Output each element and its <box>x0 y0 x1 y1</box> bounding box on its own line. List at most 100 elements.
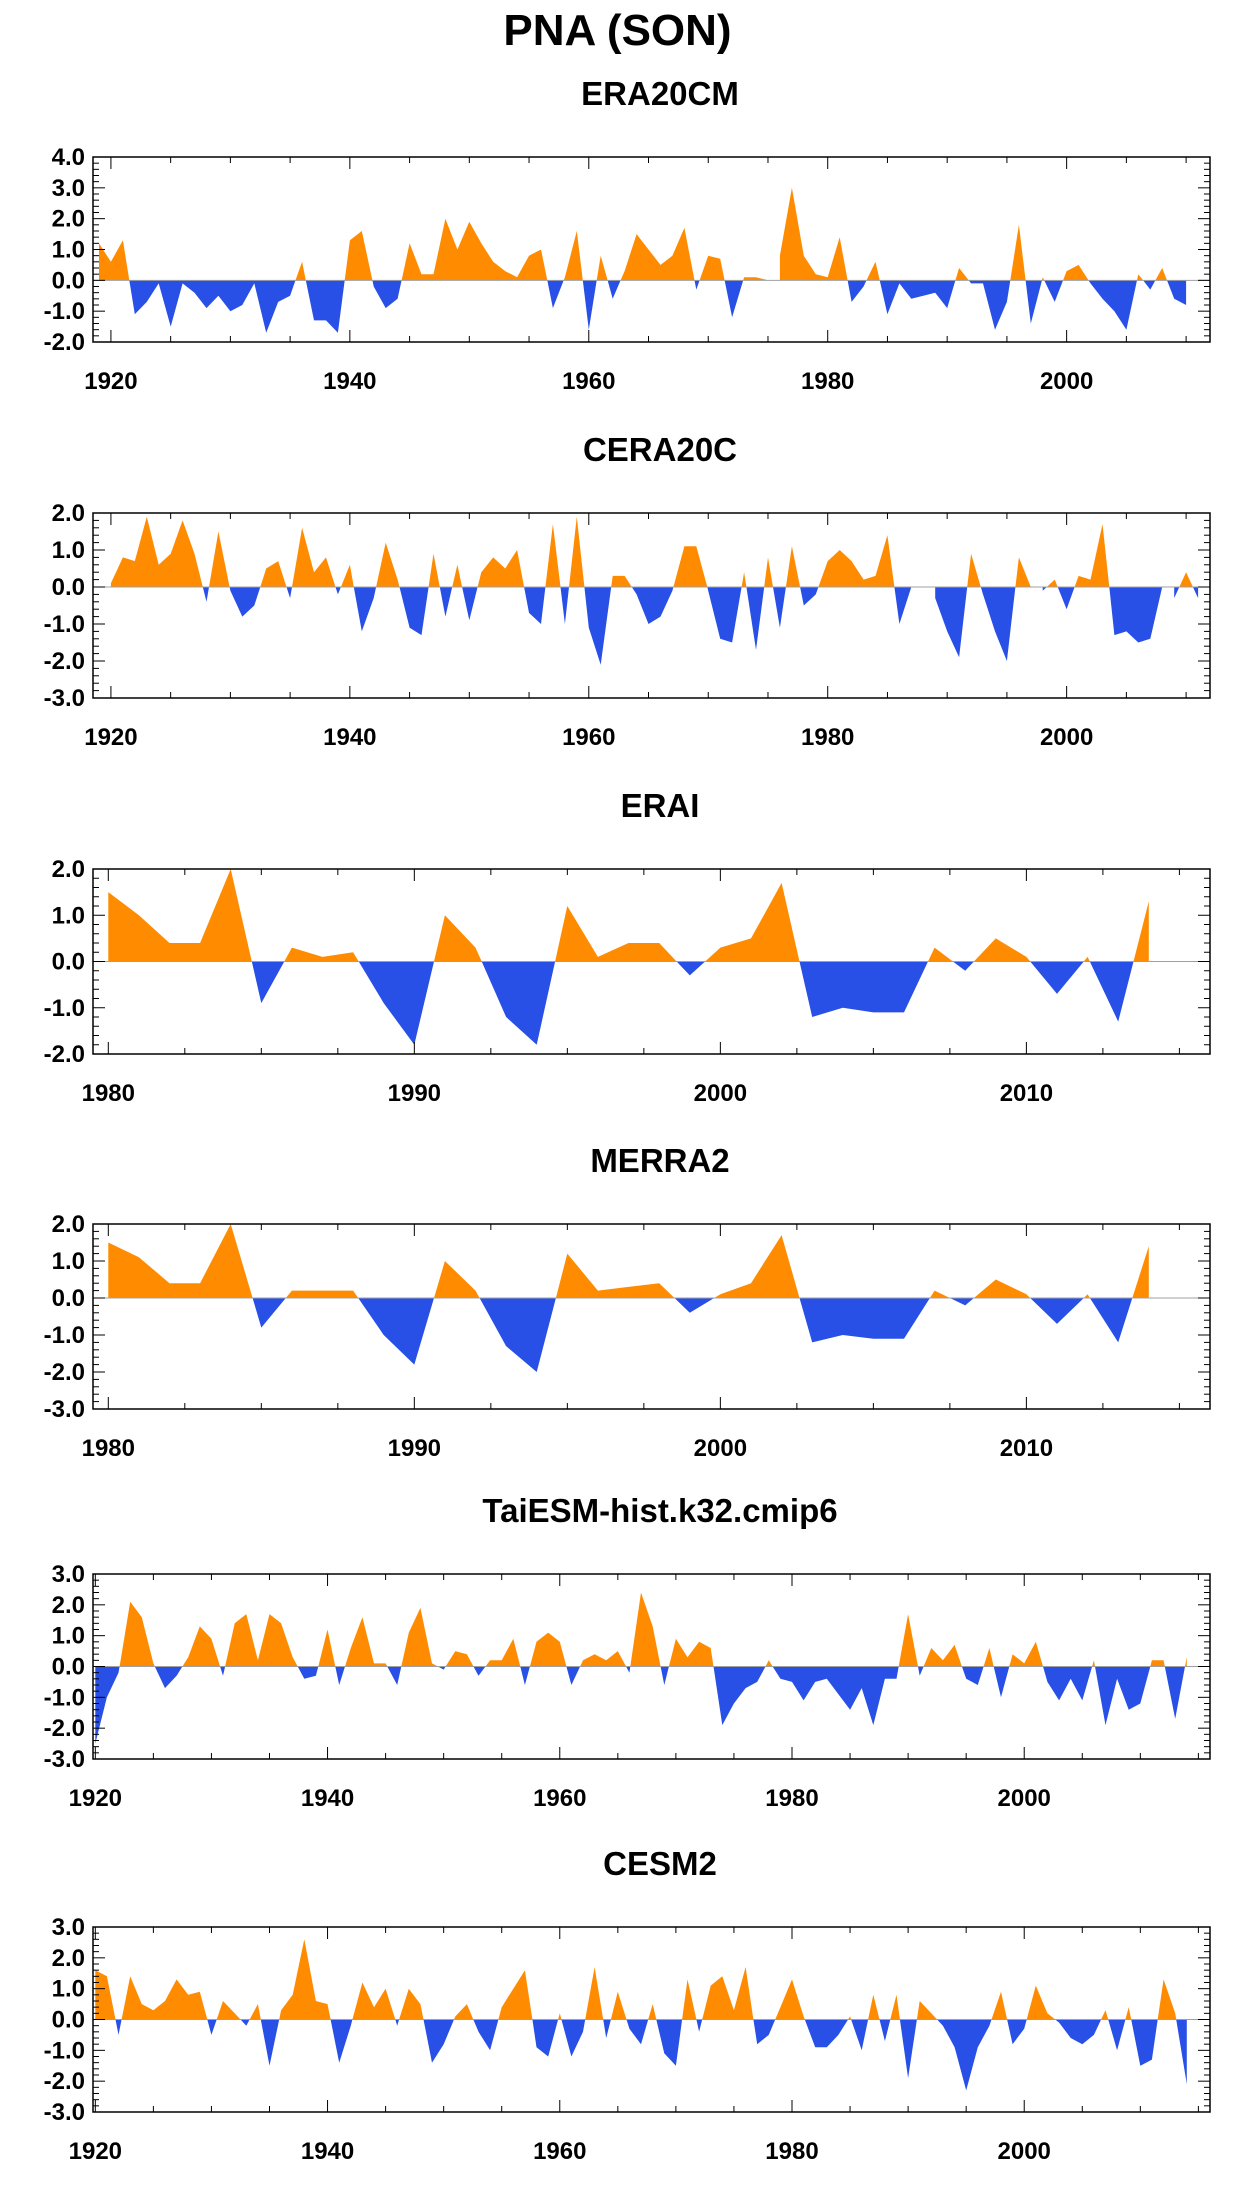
y-tick-label: 1.0 <box>52 1976 85 2003</box>
y-tick-label: 2.0 <box>52 1211 85 1238</box>
plot-frame <box>92 512 1211 699</box>
x-tick-label: 1940 <box>301 1785 354 1812</box>
positive-area-series <box>95 1939 1177 2020</box>
y-tick-label: -1.0 <box>44 611 85 638</box>
x-tick-label: 1960 <box>562 724 615 751</box>
plot-frame <box>92 1223 1211 1410</box>
y-tick-label: -3.0 <box>44 685 85 712</box>
y-tick-label: -3.0 <box>44 1746 85 1773</box>
positive-area-series <box>99 187 1167 281</box>
negative-area-series <box>115 2019 1187 2091</box>
positive-area-series <box>110 516 1193 587</box>
x-tick-label: 1940 <box>323 724 376 751</box>
y-tick-label: 2.0 <box>52 1945 85 1972</box>
y-tick-label: 1.0 <box>52 237 85 264</box>
panel-title: CERA20C <box>583 431 737 468</box>
chart-panel-taiesm: TaiESM-hist.k32.cmip6 3.0 2.0 1.0 0.0 -1.0 -2… <box>44 1492 1211 1812</box>
panel-title: TaiESM-hist.k32.cmip6 <box>482 1492 837 1529</box>
x-tick-label: 1990 <box>388 1435 441 1462</box>
y-tick-label: -1.0 <box>44 298 85 325</box>
x-tick-label: 1980 <box>765 2138 818 2165</box>
y-tick-label: 3.0 <box>52 1561 85 1588</box>
positive-area-series <box>108 869 1149 962</box>
x-tick-label: 1920 <box>84 368 137 395</box>
x-tick-label: 1960 <box>533 1785 586 1812</box>
y-tick-label: 0.0 <box>52 1285 85 1312</box>
plot-area: 3.0 2.0 1.0 0.0 -1.0 -2.0 -3.0 1920 1940 1960 1980… <box>44 1914 1211 2165</box>
y-tick-label: 2.0 <box>52 1592 85 1619</box>
x-tick-label: 2010 <box>1000 1435 1053 1462</box>
chart-panel-era20cm: ERA20CM 4.0 3.0 2.0 1.0 0.0 -1.0 -2.0 1920 1940 1… <box>44 75 1211 395</box>
y-tick-label: -2.0 <box>44 648 85 675</box>
y-tick-label: 1.0 <box>52 537 85 564</box>
x-tick-label: 1920 <box>69 1785 122 1812</box>
panel-title: ERA20CM <box>581 75 739 112</box>
x-tick-label: 2000 <box>694 1435 747 1462</box>
chart-panel-cera20c: CERA20C 2.0 1.0 0.0 -1.0 -2.0 -3.0 1920 1940 196… <box>44 431 1211 751</box>
x-tick-label: 1980 <box>801 368 854 395</box>
x-tick-label: 1980 <box>82 1435 135 1462</box>
y-tick-label: 0.0 <box>52 1654 85 1681</box>
y-tick-label: 2.0 <box>52 500 85 527</box>
y-tick-label: 3.0 <box>52 175 85 202</box>
y-tick-label: -2.0 <box>44 1041 85 1068</box>
panel-title: CESM2 <box>603 1845 717 1882</box>
negative-area-series <box>202 587 1199 665</box>
x-tick-label: 1960 <box>533 2138 586 2165</box>
y-tick-label: 1.0 <box>52 902 85 929</box>
x-tick-label: 2000 <box>1040 368 1093 395</box>
y-tick-label: 3.0 <box>52 1914 85 1941</box>
y-tick-label: -2.0 <box>44 1359 85 1386</box>
negative-area-series <box>252 1298 1133 1372</box>
y-tick-label: -3.0 <box>44 1396 85 1423</box>
x-tick-label: 1920 <box>69 2138 122 2165</box>
x-tick-label: 1980 <box>801 724 854 751</box>
y-tick-label: 0.0 <box>52 267 85 294</box>
y-tick-label: -1.0 <box>44 1684 85 1711</box>
y-tick-label: 4.0 <box>52 144 85 171</box>
y-tick-label: 2.0 <box>52 856 85 883</box>
x-tick-label: 1990 <box>388 1080 441 1107</box>
x-tick-label: 2010 <box>1000 1080 1053 1107</box>
negative-area-series <box>129 280 1187 333</box>
x-tick-label: 1940 <box>323 368 376 395</box>
x-tick-label: 1960 <box>562 368 615 395</box>
y-tick-label: 0.0 <box>52 574 85 601</box>
positive-area-series <box>119 1592 1187 1667</box>
positive-area-series <box>108 1224 1149 1298</box>
chart-panel-erai: ERAI 2.0 1.0 0.0 -1.0 -2.0 1980 1990 2000 2010 <box>44 787 1211 1107</box>
plot-area: 4.0 3.0 2.0 1.0 0.0 -1.0 -2.0 1920 1940 1960 1980 2… <box>44 144 1211 395</box>
plot-area: 2.0 1.0 0.0 -1.0 -2.0 -3.0 1920 1940 1960 1980 200… <box>44 500 1211 751</box>
chart-panel-cesm2: CESM2 3.0 2.0 1.0 0.0 -1.0 -2.0 -3.0 1920 1940 19… <box>44 1845 1211 2165</box>
panel-title: ERAI <box>621 787 700 824</box>
plot-area: 3.0 2.0 1.0 0.0 -1.0 -2.0 -3.0 1920 1940 1960 1980… <box>44 1561 1211 1812</box>
y-tick-label: -1.0 <box>44 1322 85 1349</box>
negative-area-series <box>251 961 1134 1045</box>
y-tick-label: -2.0 <box>44 2068 85 2095</box>
x-tick-label: 2000 <box>998 1785 1051 1812</box>
x-tick-label: 2000 <box>1040 724 1093 751</box>
x-tick-label: 1980 <box>82 1080 135 1107</box>
plot-area: 2.0 1.0 0.0 -1.0 -2.0 -3.0 1980 1990 2000 2010 <box>44 1211 1211 1462</box>
y-tick-label: -2.0 <box>44 1715 85 1742</box>
y-tick-label: 0.0 <box>52 2007 85 2034</box>
x-tick-label: 1940 <box>301 2138 354 2165</box>
plot-area: 2.0 1.0 0.0 -1.0 -2.0 1980 1990 2000 2010 <box>44 856 1211 1107</box>
y-tick-label: -2.0 <box>44 329 85 356</box>
negative-area-series <box>95 1666 1185 1744</box>
y-tick-label: 0.0 <box>52 949 85 976</box>
y-tick-label: -1.0 <box>44 995 85 1022</box>
chart-panel-merra2: MERRA2 2.0 1.0 0.0 -1.0 -2.0 -3.0 1980 1990 2000… <box>44 1142 1211 1462</box>
x-tick-label: 1980 <box>765 1785 818 1812</box>
y-tick-label: 1.0 <box>52 1248 85 1275</box>
x-tick-label: 2000 <box>998 2138 1051 2165</box>
y-tick-label: 1.0 <box>52 1623 85 1650</box>
figure-title: PNA (SON) <box>503 6 732 55</box>
y-tick-label: 2.0 <box>52 206 85 233</box>
plot-frame <box>92 156 1211 343</box>
y-tick-label: -3.0 <box>44 2099 85 2126</box>
panel-title: MERRA2 <box>590 1142 729 1179</box>
x-tick-label: 2000 <box>694 1080 747 1107</box>
y-tick-label: -1.0 <box>44 2037 85 2064</box>
